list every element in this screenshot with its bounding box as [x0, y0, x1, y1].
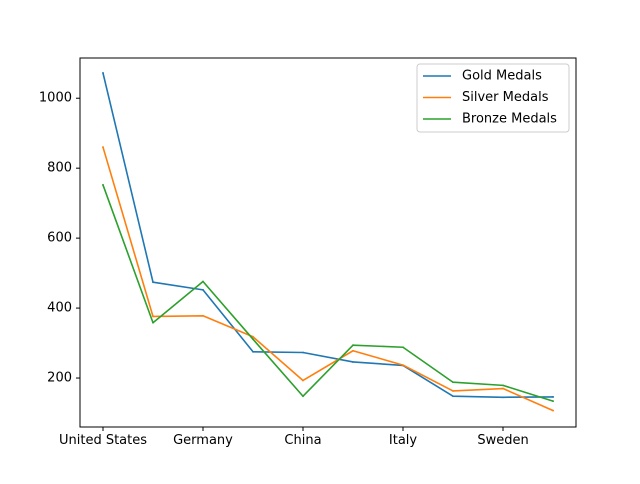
axes-layer: 200 400 600 800 1000 United States Germany Chin… — [39, 57, 577, 448]
y-tick-label: 200 — [47, 371, 72, 386]
data-point-bronze-medals-0 — [102, 184, 104, 186]
data-point-gold-medals-9 — [552, 396, 554, 398]
x-tick-label: Italy — [389, 433, 418, 448]
data-point-bronze-medals-9 — [552, 400, 554, 403]
data-point-bronze-medals-5 — [352, 344, 354, 347]
x-tick-label: Sweden — [477, 433, 528, 448]
legend-label-bronze-medals: Bronze Medals — [462, 112, 557, 127]
data-point-bronze-medals-4 — [302, 395, 304, 398]
plot-frame — [79, 57, 577, 428]
data-point-gold-medals-5 — [352, 361, 354, 363]
data-point-gold-medals-8 — [502, 396, 504, 399]
data-point-silver-medals-2 — [202, 314, 204, 317]
y-tick-label: 600 — [47, 231, 72, 246]
y-tick-label: 1000 — [39, 91, 72, 106]
series-line-silver-medals — [102, 146, 555, 412]
legend-label-silver-medals: Silver Medals — [462, 90, 549, 105]
data-point-bronze-medals-1 — [152, 321, 154, 324]
series-line-bronze-medals — [101, 183, 555, 403]
data-point-silver-medals-5 — [352, 349, 354, 352]
x-tick-label: United States — [59, 433, 147, 448]
data-point-silver-medals-9 — [552, 409, 554, 412]
data-point-silver-medals-4 — [302, 379, 304, 382]
legend: Gold Medals Silver Medals Bronze Medals — [416, 63, 570, 133]
data-point-gold-medals-4 — [302, 351, 304, 354]
data-point-gold-medals-0 — [102, 72, 104, 74]
data-point-silver-medals-0 — [102, 146, 104, 149]
data-point-gold-medals-2 — [202, 288, 204, 291]
data-point-bronze-medals-2 — [202, 280, 204, 283]
data-point-gold-medals-3 — [252, 350, 254, 353]
series-line-gold-medals — [102, 72, 554, 399]
data-point-silver-medals-1 — [152, 315, 154, 318]
data-point-silver-medals-8 — [502, 387, 504, 390]
data-point-bronze-medals-3 — [252, 338, 254, 341]
data-point-bronze-medals-7 — [452, 381, 454, 384]
data-point-bronze-medals-6 — [402, 346, 404, 349]
data-point-gold-medals-1 — [152, 281, 154, 284]
x-tick-label: Germany — [173, 433, 233, 448]
data-point-bronze-medals-8 — [502, 384, 504, 387]
data-point-gold-medals-7 — [452, 395, 454, 398]
data-point-silver-medals-7 — [452, 390, 454, 392]
legend-label-gold-medals: Gold Medals — [462, 69, 542, 84]
y-tick-label: 400 — [47, 301, 72, 316]
data-point-silver-medals-6 — [402, 364, 404, 366]
series-layer — [101, 72, 555, 412]
y-tick-label: 800 — [47, 161, 72, 176]
legend-box — [416, 63, 570, 133]
x-tick-label: China — [284, 433, 321, 448]
data-point-silver-medals-3 — [252, 335, 254, 338]
